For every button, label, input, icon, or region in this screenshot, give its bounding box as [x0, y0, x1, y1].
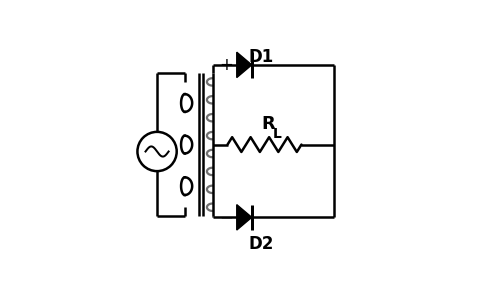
Polygon shape	[237, 52, 252, 78]
Text: R: R	[261, 115, 275, 133]
Text: −: −	[219, 208, 233, 226]
Text: D1: D1	[248, 48, 274, 66]
Text: L: L	[273, 127, 282, 141]
Polygon shape	[237, 205, 252, 230]
Text: D2: D2	[248, 235, 274, 253]
Text: +: +	[219, 56, 233, 74]
